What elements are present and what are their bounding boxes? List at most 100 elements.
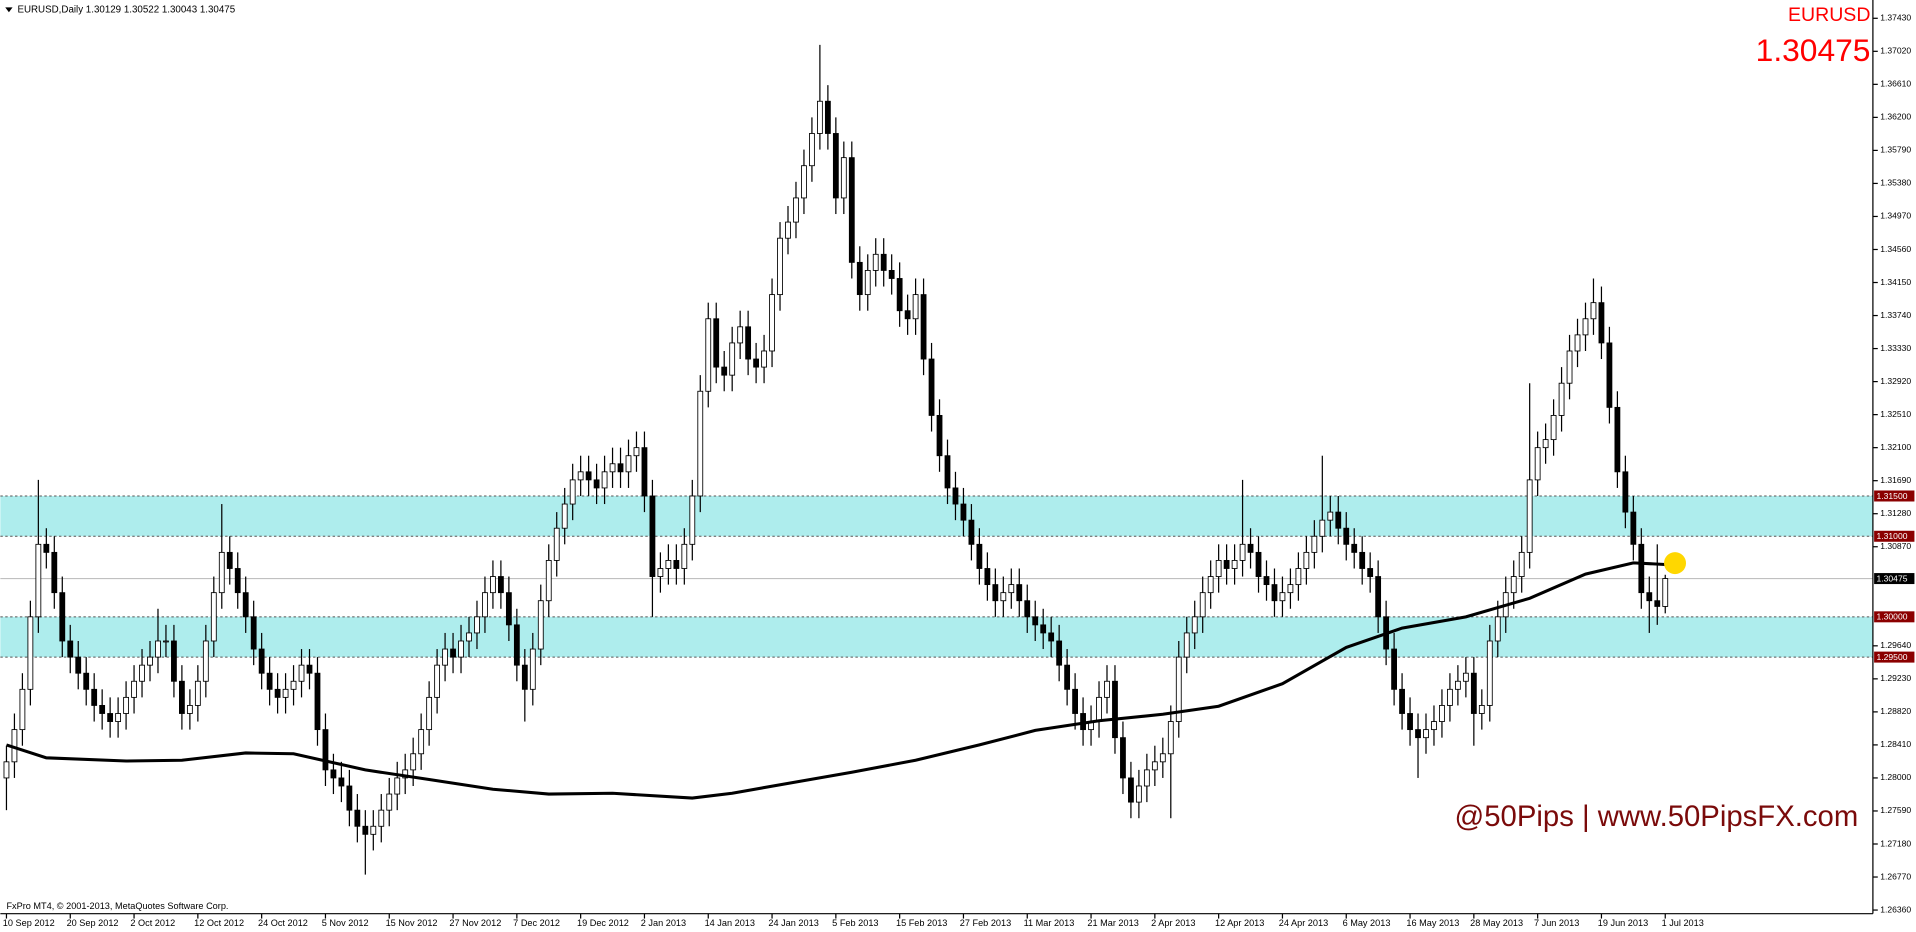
x-tick-label: 27 Feb 2013 [960, 918, 1011, 928]
candle-body [1255, 551, 1262, 577]
candle-body [131, 680, 137, 698]
candle-body [450, 648, 456, 658]
candle-body [1494, 616, 1501, 642]
candle-body [482, 592, 488, 618]
candle-body [306, 664, 313, 674]
candle-body [545, 560, 552, 602]
candle-body [434, 664, 441, 698]
x-tick-label: 14 Jan 2013 [705, 918, 755, 928]
candle-body [338, 777, 345, 787]
y-tick-label: 1.37020 [1880, 46, 1911, 56]
candle-body [673, 560, 680, 569]
x-tick-label: 10 Sep 2012 [3, 918, 55, 928]
candle-body [1223, 560, 1230, 569]
candle-body [1024, 600, 1031, 618]
candle-body [330, 769, 337, 779]
y-tick-label: 1.26360 [1880, 904, 1911, 914]
candle-body [266, 672, 273, 690]
candle-body [1439, 705, 1445, 722]
candle-body [354, 809, 361, 827]
level-label: 1.30000 [1877, 612, 1908, 622]
x-tick-label: 11 Mar 2013 [1024, 918, 1075, 928]
zone [0, 616, 1873, 658]
candle-body [1112, 680, 1118, 739]
candle-body [35, 543, 42, 618]
candle-body [769, 294, 775, 352]
candle-body [569, 479, 576, 505]
candle-body [904, 310, 911, 320]
candle-body [1478, 705, 1485, 714]
candle-body [848, 157, 855, 263]
candle-body [258, 648, 265, 674]
candle-body [1040, 624, 1047, 634]
candle-body [1367, 568, 1374, 577]
candle-body [912, 294, 919, 320]
x-tick-label: 24 Apr 2013 [1279, 918, 1328, 928]
candle-body [1375, 576, 1382, 618]
candle-body [274, 688, 281, 698]
candle-body [242, 592, 249, 618]
candle-body [1247, 543, 1254, 553]
candle-body [1191, 616, 1198, 634]
candle-body [1486, 640, 1493, 706]
candle-body [3, 761, 10, 779]
y-tick-label: 1.32100 [1880, 442, 1911, 452]
candle-body [976, 543, 983, 569]
candle-body [1622, 471, 1629, 513]
zones [0, 495, 1873, 658]
candle-body [992, 584, 999, 602]
candle-body [490, 576, 496, 594]
candle-body [210, 592, 217, 642]
x-tick-label: 5 Feb 2013 [832, 918, 878, 928]
candle-body [1335, 511, 1342, 529]
y-tick-label: 1.27180 [1880, 838, 1911, 848]
candle-body [1598, 302, 1605, 344]
candle-body [928, 358, 935, 416]
candle-body [777, 237, 783, 296]
candle-body [155, 640, 161, 658]
candle-body [27, 616, 34, 690]
candle-body [824, 100, 831, 134]
symbol: EURUSD [1788, 4, 1870, 26]
level-label: 1.31000 [1877, 531, 1908, 541]
candle-body [1447, 688, 1453, 706]
x-tick-label: 21 Mar 2013 [1087, 918, 1138, 928]
candle-body [832, 133, 839, 199]
candle-body [1295, 568, 1302, 586]
candle-body [705, 318, 712, 392]
candle-body [1096, 696, 1102, 722]
candle-body [609, 463, 616, 473]
candle-body [561, 503, 568, 529]
candle-body [1574, 334, 1581, 352]
candle-body [801, 165, 807, 199]
candle-body [186, 705, 193, 714]
candle-body [1263, 576, 1270, 586]
candle-body [1183, 632, 1190, 658]
candle-body [1048, 632, 1055, 642]
candle-body [378, 809, 385, 827]
candle-body [498, 576, 504, 594]
candle-body [920, 294, 927, 360]
x-tick-label: 5 Nov 2012 [322, 918, 369, 928]
candle-body [1646, 592, 1653, 602]
candle-body [426, 696, 433, 731]
candle-body [83, 672, 90, 690]
y-tick-label: 1.27590 [1880, 805, 1911, 815]
candle-body [362, 825, 369, 835]
candle-body [370, 825, 377, 835]
candle-body [809, 133, 815, 167]
x-tick-label: 24 Jan 2013 [768, 918, 818, 928]
candle-body [250, 616, 257, 650]
candle-body [1279, 592, 1286, 602]
candle-body [91, 688, 98, 706]
candle-body [1104, 680, 1110, 698]
candle-body [521, 664, 528, 690]
candle-body [194, 680, 201, 706]
candle-body [593, 479, 600, 489]
candle-body [1590, 302, 1597, 320]
candle-body [681, 543, 688, 569]
candle-body [1454, 680, 1461, 690]
candle-body [1526, 479, 1533, 553]
